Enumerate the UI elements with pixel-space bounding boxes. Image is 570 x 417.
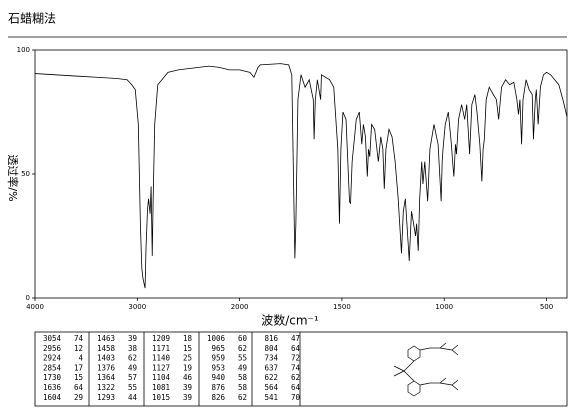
peak-table-cell: 62	[238, 344, 247, 353]
x-axis-label: 波数/cm⁻¹	[261, 313, 319, 328]
peak-table-cell: 49	[128, 363, 137, 372]
x-tick-label: 2000	[231, 303, 249, 311]
peak-table-cell: 541	[264, 393, 278, 402]
peak-table-cell: 876	[211, 383, 225, 392]
peak-table-cell: 804	[264, 344, 278, 353]
y-axis-label: 透过率/%	[6, 154, 20, 201]
peak-table-cell: 74	[291, 363, 301, 372]
peak-table-cell: 62	[238, 393, 247, 402]
structure-diagram	[393, 342, 459, 397]
peak-table-cell: 2854	[43, 363, 62, 372]
peak-table-cell: 1140	[152, 354, 171, 363]
peak-table-cell: 18	[183, 334, 193, 343]
peak-table-cell: 1127	[152, 363, 170, 372]
peak-table-cell: 1604	[43, 393, 62, 402]
peak-table-cell: 29	[74, 393, 83, 402]
peak-table-cell: 44	[128, 393, 138, 402]
peak-table-cell: 564	[264, 383, 278, 392]
peak-table-cell: 965	[211, 344, 225, 353]
y-tick-label: 50	[21, 170, 30, 178]
peak-table-cell: 64	[291, 383, 301, 392]
plot-frame	[34, 49, 568, 299]
peak-table-cell: 4	[78, 354, 83, 363]
peak-table-cell: 55	[128, 383, 137, 392]
peak-table-frame	[34, 331, 568, 407]
peak-table-cell: 25	[183, 354, 192, 363]
x-tick-label: 3000	[128, 303, 146, 311]
peak-table-cell: 12	[74, 344, 83, 353]
peak-table-cell: 637	[264, 363, 278, 372]
peak-table-cell: 1081	[152, 383, 170, 392]
peak-table-cell: 734	[264, 354, 278, 363]
peak-table-cell: 1364	[97, 373, 116, 382]
peak-table-cell: 70	[291, 393, 301, 402]
peak-table-cell: 55	[238, 354, 247, 363]
peak-table-cell: 39	[183, 383, 192, 392]
spectrum-line	[34, 63, 568, 289]
peak-table-cell: 1463	[97, 334, 115, 343]
peak-table-cell: 622	[264, 373, 278, 382]
peak-table-cell: 1104	[152, 373, 171, 382]
peak-table-cell: 1403	[97, 354, 115, 363]
y-tick-label: 100	[17, 46, 30, 54]
peak-table-cell: 62	[291, 373, 300, 382]
peak-table-cell: 58	[238, 383, 248, 392]
peak-table-cell: 64	[291, 344, 301, 353]
peak-table-cell: 816	[264, 334, 278, 343]
x-tick-label: 1500	[333, 303, 351, 311]
peak-table-cell: 17	[74, 363, 83, 372]
peak-table-cell: 826	[211, 393, 225, 402]
peak-table-cell: 72	[291, 354, 300, 363]
peak-table-cell: 940	[211, 373, 225, 382]
peak-table-cell: 39	[128, 334, 137, 343]
peak-table-cell: 74	[74, 334, 84, 343]
page-title: 石蜡糊法	[8, 11, 56, 26]
x-tick-label: 4000	[26, 303, 44, 311]
table-dividers	[88, 332, 301, 406]
peak-table-cell: 1376	[97, 363, 116, 372]
peak-table-cell: 46	[183, 373, 193, 382]
x-tick-label: 500	[540, 303, 553, 311]
peak-table-cell: 57	[128, 373, 137, 382]
peak-table-cell: 959	[211, 354, 225, 363]
peak-table-cell: 1209	[152, 334, 170, 343]
peak-table-cell: 1322	[97, 383, 115, 392]
peak-table-cell: 1730	[43, 373, 62, 382]
peak-table-cell: 1006	[207, 334, 226, 343]
peak-table-cell: 38	[128, 344, 138, 353]
x-tick-label: 1000	[435, 303, 453, 311]
peak-table-cell: 49	[238, 363, 247, 372]
peak-table-cell: 19	[183, 363, 192, 372]
peak-table-cell: 1171	[152, 344, 170, 353]
peak-table-cell: 64	[74, 383, 84, 392]
peak-table-cell: 58	[238, 373, 248, 382]
peak-table-cell: 2924	[43, 354, 62, 363]
peak-table-cell: 1015	[152, 393, 170, 402]
peak-table-cell: 1458	[97, 344, 116, 353]
peak-table-cell: 47	[291, 334, 300, 343]
peak-table-cell: 15	[74, 373, 83, 382]
peak-table-cell: 62	[128, 354, 137, 363]
peak-table-cell: 953	[211, 363, 225, 372]
peak-table-cell: 3054	[43, 334, 62, 343]
peak-table-cell: 60	[238, 334, 248, 343]
peak-table-cell: 39	[183, 393, 192, 402]
peak-table-cell: 15	[183, 344, 192, 353]
peak-table-cell: 1636	[43, 383, 62, 392]
peak-table-cell: 1293	[97, 393, 115, 402]
y-tick-label: 0	[26, 294, 30, 302]
peak-table-cell: 2956	[43, 344, 62, 353]
